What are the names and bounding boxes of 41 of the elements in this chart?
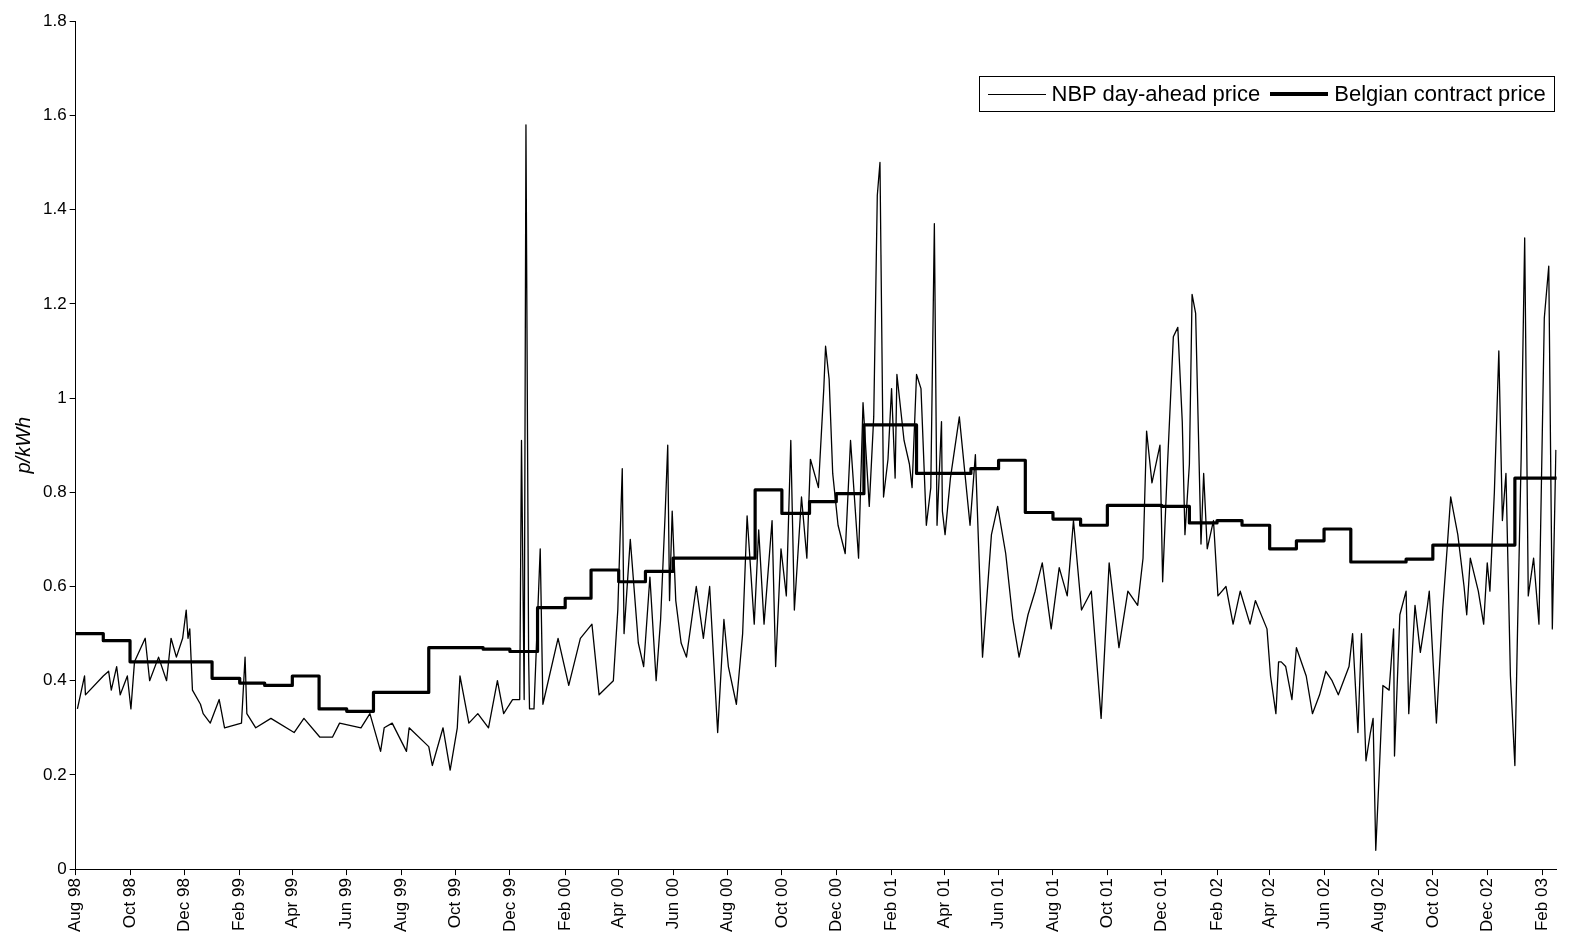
y-tick-label: 0.6 xyxy=(42,576,67,596)
x-tick-label: Aug 98 xyxy=(65,878,85,933)
y-tick-label: 0 xyxy=(57,858,67,878)
x-tick-label: Feb 99 xyxy=(229,878,249,932)
x-tick-label: Dec 01 xyxy=(1151,878,1171,932)
y-axis-title: p/kWh xyxy=(11,416,34,475)
y-tick-label: 0.2 xyxy=(42,764,67,784)
x-tick-label: Aug 00 xyxy=(717,878,737,933)
x-tick-label: Dec 98 xyxy=(174,878,194,932)
x-tick-label: Oct 02 xyxy=(1422,878,1442,929)
x-tick-label: Feb 03 xyxy=(1532,878,1552,932)
x-tick-label: Feb 00 xyxy=(554,878,574,932)
x-tick-label: Oct 98 xyxy=(119,878,139,929)
x-tick-label: Dec 00 xyxy=(825,878,845,932)
y-tick-label: 1.2 xyxy=(42,293,67,313)
x-tick-label: Apr 02 xyxy=(1259,878,1279,929)
x-tick-label: Oct 99 xyxy=(445,878,465,929)
legend-label: Belgian contract price xyxy=(1334,81,1546,108)
y-tick-label: 0.8 xyxy=(42,481,67,501)
x-tick-label: Jun 01 xyxy=(988,878,1008,930)
x-tick-label: Jun 99 xyxy=(336,878,356,930)
y-tick-label: 1.6 xyxy=(42,105,67,125)
x-tick-label: Apr 99 xyxy=(282,878,302,929)
x-tick-label: Dec 02 xyxy=(1476,878,1496,932)
legend-label: NBP day-ahead price xyxy=(1051,81,1261,108)
x-tick-label: Apr 01 xyxy=(933,878,953,929)
x-tick-label: Dec 99 xyxy=(499,878,519,932)
x-tick-label: Oct 01 xyxy=(1097,878,1117,929)
y-tick-label: 1 xyxy=(57,387,67,407)
x-tick-label: Oct 00 xyxy=(771,878,791,929)
x-tick-label: Aug 02 xyxy=(1368,878,1388,933)
x-tick-label: Jun 00 xyxy=(662,878,682,930)
x-tick-label: Feb 02 xyxy=(1206,878,1226,932)
x-tick-label: Aug 99 xyxy=(390,878,410,933)
y-tick-label: 0.4 xyxy=(42,670,67,690)
y-tick-label: 1.8 xyxy=(42,10,67,30)
x-tick-label: Aug 01 xyxy=(1042,878,1062,933)
x-tick-label: Jun 02 xyxy=(1313,878,1333,930)
x-tick-label: Apr 00 xyxy=(608,878,628,929)
x-tick-label: Feb 01 xyxy=(881,878,901,932)
y-tick-label: 1.4 xyxy=(42,199,67,219)
